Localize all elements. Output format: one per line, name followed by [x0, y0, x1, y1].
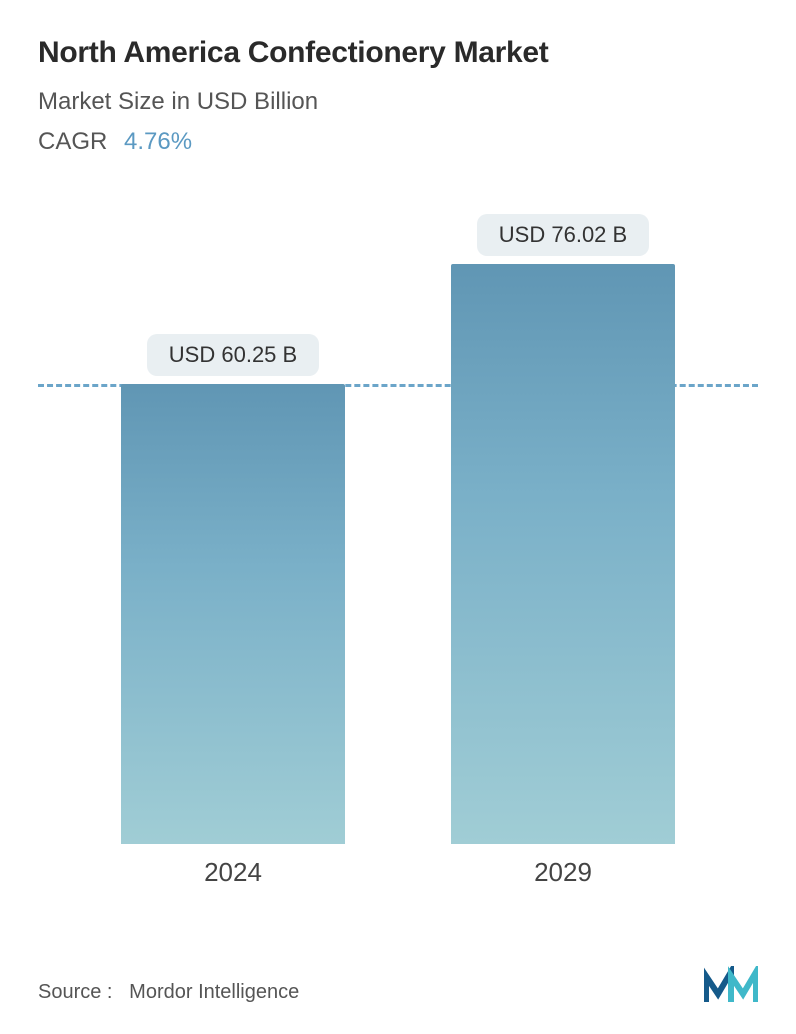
x-label-2024: 2024 [121, 857, 345, 888]
cagr-label: CAGR [38, 128, 107, 155]
bar-unit-2024: USD 60.25 B [121, 334, 345, 844]
bars-wrap: USD 60.25 B USD 76.02 B [38, 176, 758, 844]
cagr-row: CAGR 4.76% [38, 128, 758, 156]
chart-subtitle: Market Size in USD Billion [38, 88, 758, 116]
cagr-value: 4.76% [124, 128, 192, 155]
bar-unit-2029: USD 76.02 B [451, 214, 675, 844]
source-name: Mordor Intelligence [129, 981, 299, 1003]
bar-2024 [121, 384, 345, 844]
source-label: Source : [38, 981, 112, 1003]
chart-container: North America Confectionery Market Marke… [0, 0, 796, 1034]
mordor-logo-icon [704, 966, 758, 1004]
x-axis-labels: 2024 2029 [38, 857, 758, 888]
x-label-2029: 2029 [451, 857, 675, 888]
value-badge: USD 76.02 B [477, 214, 649, 256]
source-text: Source : Mordor Intelligence [38, 981, 299, 1004]
chart-area: USD 60.25 B USD 76.02 B 2024 2029 [38, 176, 758, 896]
value-badge: USD 60.25 B [147, 334, 319, 376]
bar-2029 [451, 264, 675, 844]
footer: Source : Mordor Intelligence [38, 966, 758, 1004]
chart-title: North America Confectionery Market [38, 36, 758, 70]
